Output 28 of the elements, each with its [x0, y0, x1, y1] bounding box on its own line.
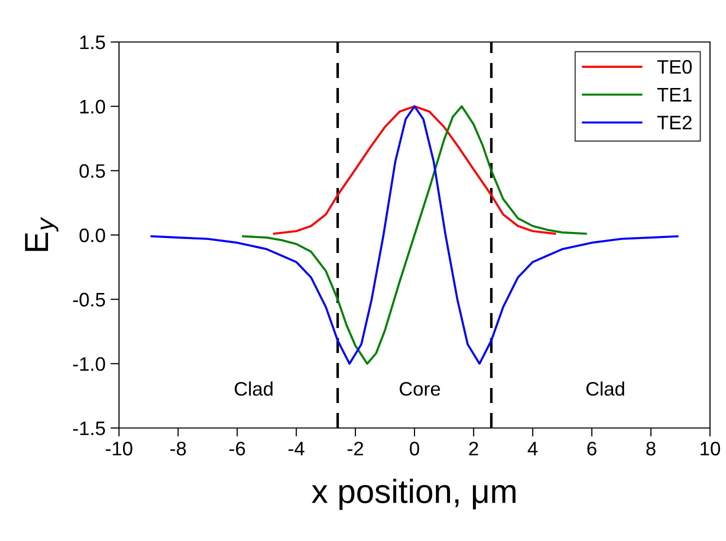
x-tick-label: -8: [170, 442, 186, 456]
x-tick-label: 8: [646, 442, 656, 456]
x-tick-label: 0: [410, 442, 420, 456]
legend-label: TE1: [657, 88, 692, 102]
y-tick-label: -1.0: [73, 357, 106, 371]
x-tick-label: 6: [587, 442, 596, 456]
x-tick-label: -6: [229, 442, 245, 456]
legend-label: TE0: [657, 60, 692, 74]
x-tick-label: 2: [469, 442, 478, 456]
y-tick-label: 1.5: [80, 36, 105, 50]
line-series: [273, 105, 556, 235]
y-tick-label: 1.0: [80, 100, 106, 114]
y-tick-label: -1.5: [73, 422, 105, 436]
x-axis-title: x position, μm: [312, 478, 516, 510]
x-tick-label: -10: [106, 442, 132, 456]
y-tick-label: 0.0: [80, 228, 106, 242]
x-tick-label: 10: [700, 442, 720, 456]
annotation: Clad: [586, 381, 624, 396]
y-tick-label: -0.5: [73, 292, 105, 307]
y-tick-label: 0.5: [80, 164, 105, 178]
x-tick-label: -2: [348, 442, 364, 456]
x-tick-label: 4: [528, 442, 538, 456]
annotation: Core: [400, 382, 440, 396]
annotation: Clad: [234, 381, 272, 396]
y-axis-title: E$_{y}$: [25, 217, 58, 251]
x-tick-label: -4: [288, 442, 304, 456]
line-series: [242, 105, 587, 365]
legend-label: TE2: [657, 116, 692, 130]
